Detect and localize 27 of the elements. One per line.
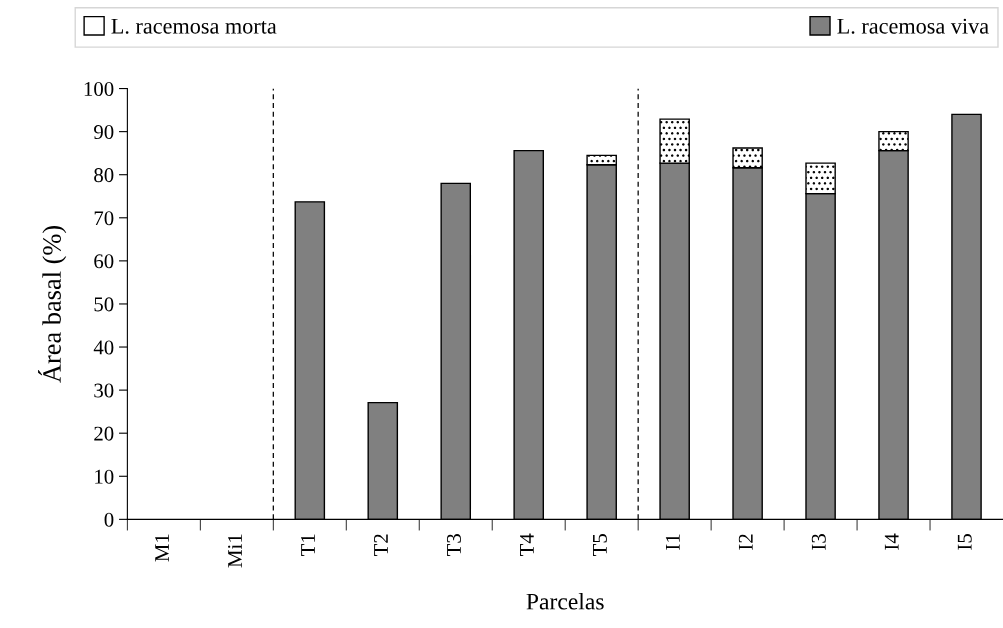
x-tick-label: I5	[957, 534, 972, 550]
x-axis-title: Parcelas	[526, 592, 604, 610]
x-tick-label: I4	[884, 533, 899, 550]
y-axis-title: Área basal (%)	[38, 225, 67, 383]
x-tick-label: Mi1	[228, 534, 242, 568]
x-tick-label: T3	[446, 534, 461, 557]
x-tick-label: T1	[301, 534, 315, 557]
x-tick-label: I2	[738, 534, 753, 550]
x-tick-label: T5	[593, 534, 607, 557]
y-tick-label: 30	[94, 383, 114, 398]
x-tick-label: T2	[373, 534, 388, 557]
x-tick-label: T4	[520, 533, 534, 557]
y-tick-label: 90	[94, 125, 114, 140]
legend-label: L. racemosa morta	[111, 18, 277, 34]
x-tick-label: I3	[811, 534, 826, 550]
y-tick-label: 70	[94, 211, 114, 226]
y-tick-label: 0	[104, 512, 114, 527]
y-tick-label: 80	[94, 168, 114, 183]
y-tick-label: 60	[94, 254, 114, 269]
y-tick-label: 40	[93, 340, 114, 355]
x-tick-label: M1	[155, 534, 169, 562]
legend-label: L. racemosa viva	[837, 18, 989, 34]
y-tick-label: 100	[84, 81, 114, 96]
x-tick-label: I1	[665, 534, 680, 550]
y-tick-label: 20	[94, 426, 114, 441]
y-tick-label: 50	[94, 297, 114, 312]
y-tick-label: 10	[95, 469, 114, 484]
